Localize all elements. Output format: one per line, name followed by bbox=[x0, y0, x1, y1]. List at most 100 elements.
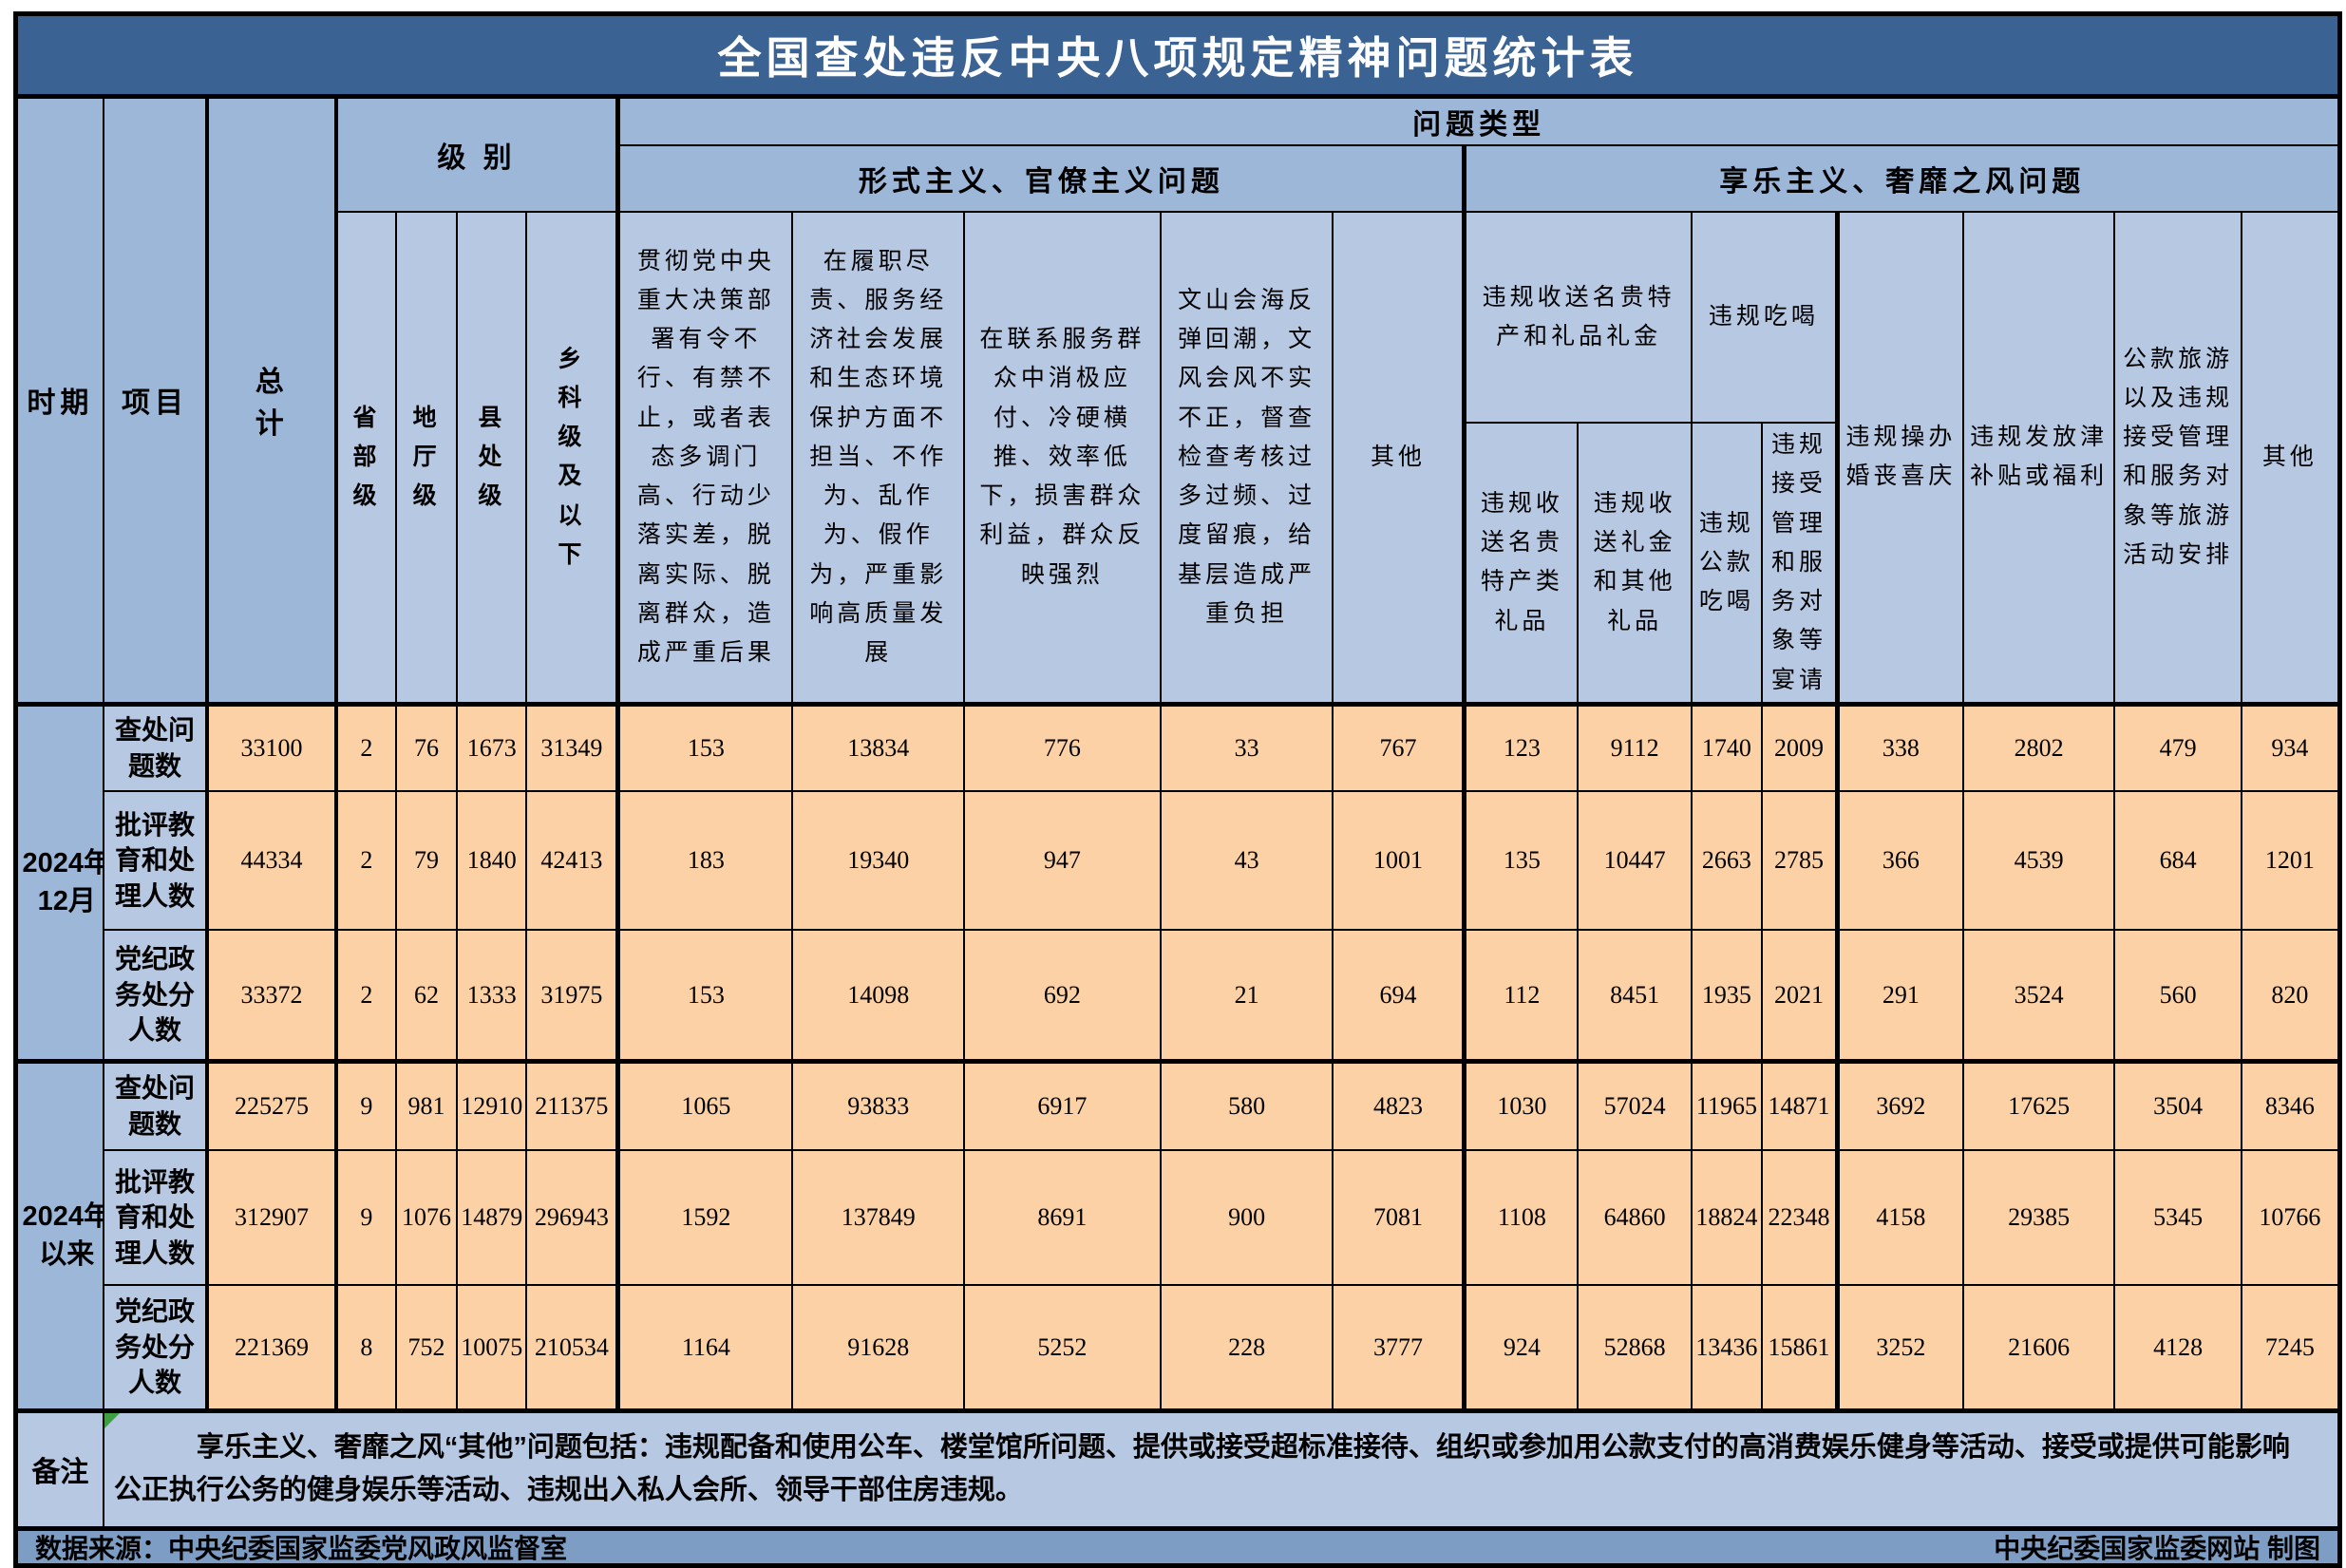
value-cell: 228 bbox=[1159, 1284, 1334, 1412]
footer-content: 数据来源：中央纪委国家监委党风政风监督室 中央纪委国家监委网站 制图 bbox=[18, 1533, 2337, 1563]
remark-cell: 享乐主义、奢靡之风“其他”问题包括：违规配备和使用公车、楼堂馆所问题、提供或接受… bbox=[102, 1407, 2341, 1530]
value-cell: 112 bbox=[1463, 929, 1580, 1063]
value-cell: 1001 bbox=[1332, 790, 1467, 932]
value-cell: 11965 bbox=[1690, 1058, 1764, 1152]
formalism-col-header-other: 其他 bbox=[1332, 210, 1467, 706]
value-cell: 820 bbox=[2240, 929, 2341, 1063]
value-cell: 338 bbox=[1836, 701, 1964, 793]
value-cell: 91628 bbox=[791, 1284, 966, 1412]
hedonism-col-header-travel: 公款旅游以及违规接受管理和服务对象等旅游活动安排 bbox=[2113, 210, 2242, 706]
value-cell: 1935 bbox=[1690, 929, 1764, 1063]
dining-col-header-banquets: 违规接受管理和服务对象等宴请 bbox=[1761, 421, 1840, 706]
value-cell: 9 bbox=[334, 1149, 397, 1287]
period-cell: 2024年12月 bbox=[14, 701, 104, 1063]
page-title: 全国查处违反中央八项规定精神问题统计表 bbox=[13, 11, 2342, 99]
value-cell: 43 bbox=[1159, 790, 1334, 932]
value-cell: 1840 bbox=[456, 790, 528, 932]
value-cell: 31349 bbox=[525, 701, 621, 793]
value-cell: 225275 bbox=[205, 1058, 338, 1152]
footer-credit: 中央纪委国家监委网站 制图 bbox=[1994, 1533, 2320, 1563]
value-cell: 135 bbox=[1463, 790, 1580, 932]
value-cell: 1108 bbox=[1463, 1149, 1580, 1287]
hedonism-col-header-other: 其他 bbox=[2240, 210, 2341, 706]
value-cell: 13834 bbox=[791, 701, 966, 793]
value-cell: 211375 bbox=[525, 1058, 621, 1152]
value-cell: 153 bbox=[616, 929, 794, 1063]
value-cell: 153 bbox=[616, 701, 794, 793]
hedonism-col-header-allowances: 违规发放津补贴或福利 bbox=[1961, 210, 2116, 706]
value-cell: 29385 bbox=[1961, 1149, 2116, 1287]
value-cell: 33 bbox=[1159, 701, 1334, 793]
value-cell: 8 bbox=[334, 1284, 397, 1412]
value-cell: 776 bbox=[963, 701, 1162, 793]
value-cell: 580 bbox=[1159, 1058, 1334, 1152]
dining-col-header-public-funds: 违规公款吃喝 bbox=[1690, 421, 1764, 706]
value-cell: 21606 bbox=[1961, 1284, 2116, 1412]
value-cell: 1740 bbox=[1690, 701, 1764, 793]
value-cell: 210534 bbox=[525, 1284, 621, 1412]
level-col-header-prefecture: 地厅级 bbox=[394, 210, 459, 706]
value-cell: 1592 bbox=[616, 1149, 794, 1287]
value-cell: 10075 bbox=[456, 1284, 528, 1412]
value-cell: 767 bbox=[1332, 701, 1467, 793]
value-cell: 5345 bbox=[2113, 1149, 2242, 1287]
value-cell: 10766 bbox=[2240, 1149, 2341, 1287]
value-cell: 57024 bbox=[1577, 1058, 1693, 1152]
value-cell: 2 bbox=[334, 790, 397, 932]
value-cell: 1201 bbox=[2240, 790, 2341, 932]
value-cell: 12910 bbox=[456, 1058, 528, 1152]
value-cell: 19340 bbox=[791, 790, 966, 932]
value-cell: 2 bbox=[334, 701, 397, 793]
problem-type-group-header: 问题类型 bbox=[615, 95, 2341, 146]
value-cell: 479 bbox=[2113, 701, 2242, 793]
value-cell: 3504 bbox=[2113, 1058, 2242, 1152]
hedonism-col-header-weddings: 违规操办婚丧喜庆 bbox=[1836, 210, 1964, 706]
level-col-header-township: 乡科级及以下 bbox=[525, 210, 621, 706]
item-column-header: 项目 bbox=[102, 95, 209, 706]
value-cell: 3692 bbox=[1836, 1058, 1964, 1152]
value-cell: 2663 bbox=[1690, 790, 1764, 932]
value-cell: 752 bbox=[394, 1284, 459, 1412]
value-cell: 64860 bbox=[1577, 1149, 1693, 1287]
value-cell: 76 bbox=[394, 701, 459, 793]
value-cell: 924 bbox=[1463, 1284, 1580, 1412]
value-cell: 4128 bbox=[2113, 1284, 2242, 1412]
value-cell: 221369 bbox=[205, 1284, 338, 1412]
value-cell: 9112 bbox=[1577, 701, 1693, 793]
value-cell: 2 bbox=[334, 929, 397, 1063]
value-cell: 1164 bbox=[616, 1284, 794, 1412]
level-col-header-text: 乡科级及以下 bbox=[558, 346, 586, 568]
row-label-cell: 查处问题数 bbox=[102, 701, 209, 793]
value-cell: 44334 bbox=[205, 790, 338, 932]
footer-source: 数据来源：中央纪委国家监委党风政风监督室 bbox=[35, 1533, 568, 1563]
value-cell: 694 bbox=[1332, 929, 1467, 1063]
value-cell: 18824 bbox=[1690, 1149, 1764, 1287]
value-cell: 4823 bbox=[1332, 1058, 1467, 1152]
remark-text: 享乐主义、奢靡之风“其他”问题包括：违规配备和使用公车、楼堂馆所问题、提供或接受… bbox=[113, 1432, 2290, 1506]
row-label-cell: 批评教育和处理人数 bbox=[102, 1149, 209, 1287]
value-cell: 947 bbox=[963, 790, 1162, 932]
gift-col-header-money: 违规收送礼金和其他礼品 bbox=[1577, 421, 1693, 706]
value-cell: 13436 bbox=[1690, 1284, 1764, 1412]
hedonism-group-header: 享乐主义、奢靡之风问题 bbox=[1463, 144, 2341, 213]
value-cell: 934 bbox=[2240, 701, 2341, 793]
value-cell: 1076 bbox=[394, 1149, 459, 1287]
value-cell: 6917 bbox=[963, 1058, 1162, 1152]
value-cell: 183 bbox=[616, 790, 794, 932]
period-cell-text: 2024年以来 bbox=[22, 1200, 104, 1271]
value-cell: 2021 bbox=[1761, 929, 1840, 1063]
value-cell: 33100 bbox=[205, 701, 338, 793]
value-cell: 9 bbox=[334, 1058, 397, 1152]
level-col-header-county: 县处级 bbox=[456, 210, 528, 706]
value-cell: 33372 bbox=[205, 929, 338, 1063]
row-label-cell: 党纪政务处分人数 bbox=[102, 929, 209, 1063]
value-cell: 8691 bbox=[963, 1149, 1162, 1287]
value-cell: 42413 bbox=[525, 790, 621, 932]
row-label-cell: 党纪政务处分人数 bbox=[102, 1284, 209, 1412]
period-column-header: 时期 bbox=[14, 95, 104, 706]
total-column-header-text: 总 计 bbox=[255, 367, 289, 441]
value-cell: 8346 bbox=[2240, 1058, 2341, 1152]
value-cell: 684 bbox=[2113, 790, 2242, 932]
value-cell: 31975 bbox=[525, 929, 621, 1063]
